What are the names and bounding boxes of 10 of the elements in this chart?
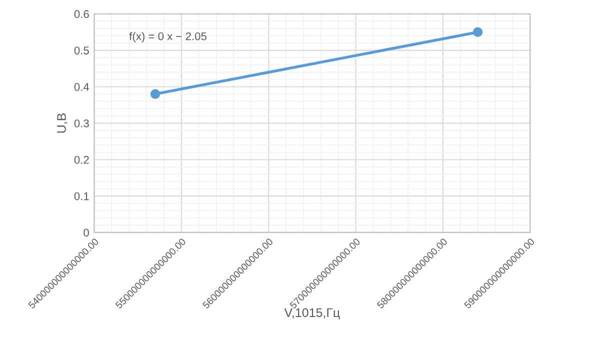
y-tick-label: 0.6 [74,10,89,18]
y-tick-label: 0.1 [74,192,89,200]
annotation: f(x) = 0 x − 2.05 [129,32,206,42]
y-axis-title: U,B [57,113,68,133]
y-tick-label: 0.4 [74,83,90,91]
y-tick-label: 0.5 [74,46,89,54]
x-axis-title: V,1015,Гц [284,308,340,320]
y-tick-label: 0 [84,228,89,237]
y-tick-label: 0.2 [74,156,89,164]
y-tick-label: 0.3 [74,119,89,128]
